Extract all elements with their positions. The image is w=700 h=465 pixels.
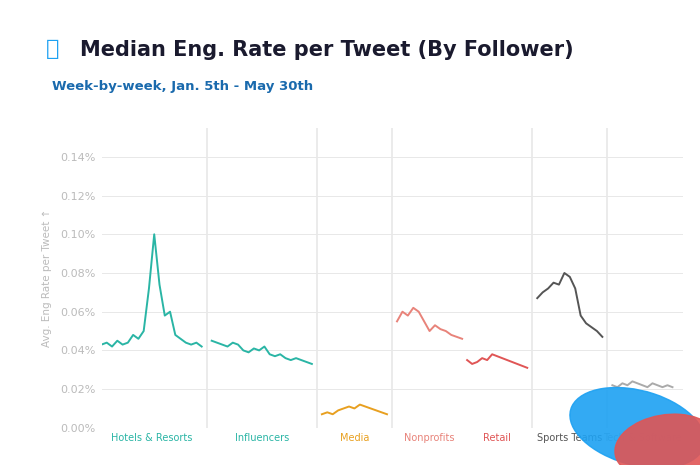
- Text: Hotels & Resorts: Hotels & Resorts: [111, 433, 192, 443]
- Y-axis label: Avg. Eng Rate per Tweet ↑: Avg. Eng Rate per Tweet ↑: [42, 209, 52, 347]
- Text: Influencers: Influencers: [234, 433, 289, 443]
- Text: IQ: IQ: [627, 441, 647, 459]
- Text: Sports Teams: Sports Teams: [537, 433, 603, 443]
- Text: Tech & Software: Tech & Software: [603, 433, 682, 443]
- Text: Rival: Rival: [621, 421, 653, 434]
- Text: Nonprofits: Nonprofits: [405, 433, 455, 443]
- Text: 🐦: 🐦: [46, 39, 60, 59]
- Ellipse shape: [570, 387, 700, 465]
- Text: Median Eng. Rate per Tweet (By Follower): Median Eng. Rate per Tweet (By Follower): [80, 40, 574, 60]
- Ellipse shape: [615, 414, 700, 465]
- Text: Media: Media: [340, 433, 369, 443]
- Text: Retail: Retail: [483, 433, 511, 443]
- Text: Week-by-week, Jan. 5th - May 30th: Week-by-week, Jan. 5th - May 30th: [52, 80, 314, 93]
